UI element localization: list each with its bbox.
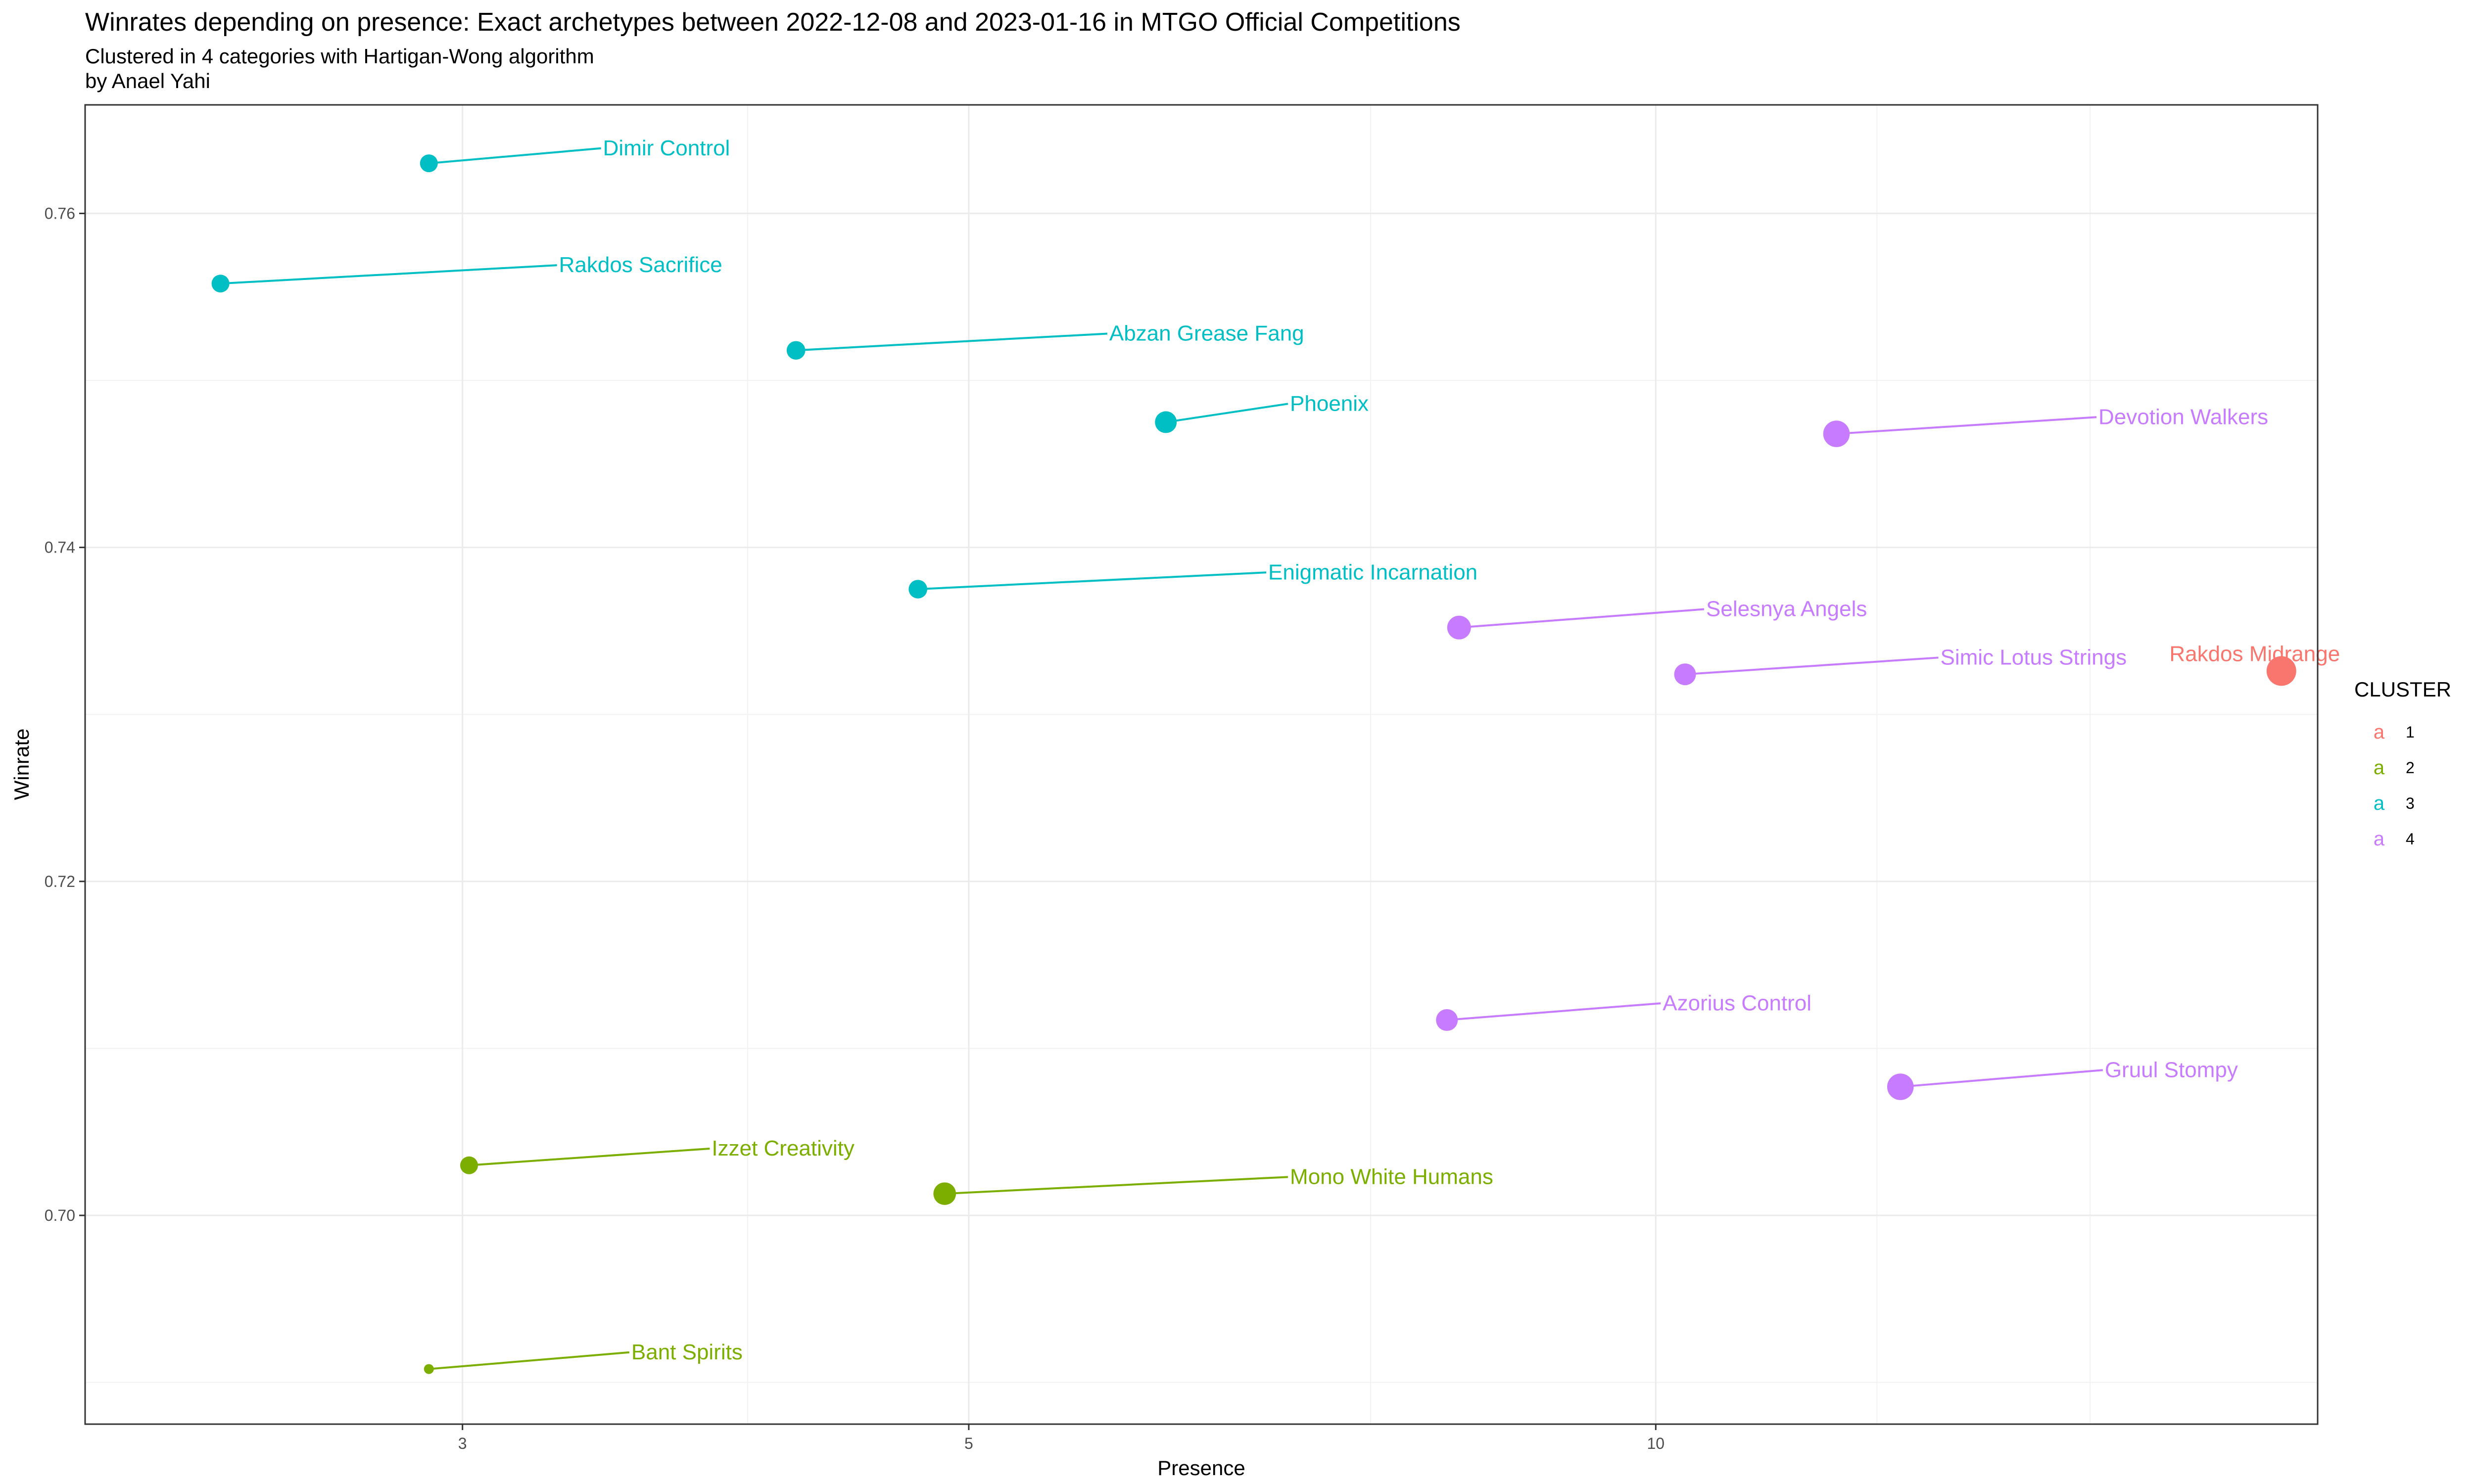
- x-axis: 3 5 10: [458, 1424, 1665, 1452]
- legend-entries: a 1 a 2 a 3 a 4: [2374, 721, 2415, 850]
- x-axis-title: Presence: [1157, 1456, 1245, 1480]
- chart-subtitle: Clustered in 4 categories with Hartigan-…: [85, 45, 594, 68]
- point-labels: Dimir Control Rakdos Sacrifice Abzan Greas…: [559, 136, 2340, 1364]
- point-label: Gruul Stompy: [2105, 1058, 2238, 1082]
- label-connector: [945, 1176, 1288, 1195]
- scatter-point: [424, 1364, 434, 1374]
- label-connector: [220, 264, 557, 285]
- label-connector: [428, 147, 601, 165]
- plot-panel-border: [84, 104, 2319, 1425]
- legend-label: 4: [2406, 830, 2415, 848]
- scatter-point: [786, 341, 806, 360]
- scatter-point: [460, 1156, 478, 1174]
- label-connector: [1836, 416, 2097, 435]
- legend: CLUSTER a 1 a 2 a 3 a 4: [2354, 678, 2451, 850]
- point-label: Azorius Control: [1663, 991, 1811, 1015]
- scatter-point: [1436, 1009, 1458, 1031]
- label-connector: [1459, 608, 1705, 629]
- label-connector: [1165, 403, 1288, 423]
- point-label: Selesnya Angels: [1706, 597, 1867, 621]
- y-tick-label: 0.74: [45, 539, 75, 556]
- legend-key: a: [2374, 828, 2385, 850]
- label-connector: [469, 1147, 710, 1166]
- legend-label: 3: [2406, 794, 2415, 812]
- label-connectors: [220, 147, 2103, 1370]
- scatter-point: [1155, 411, 1177, 433]
- data-points: [211, 154, 2296, 1374]
- y-axis: 0.70 0.72 0.74 0.76: [45, 204, 85, 1224]
- point-label: Enigmatic Incarnation: [1268, 560, 1477, 584]
- point-label: Abzan Grease Fang: [1109, 322, 1304, 346]
- label-connector: [428, 1351, 630, 1370]
- scatter-point: [1887, 1073, 1914, 1100]
- point-label: Rakdos Sacrifice: [559, 253, 722, 277]
- point-label: Rakdos Midrange: [2169, 642, 2340, 666]
- scatter-point: [211, 275, 230, 293]
- point-label: Izzet Creativity: [712, 1136, 855, 1160]
- scatter-point: [1674, 663, 1696, 686]
- x-tick-label: 5: [964, 1435, 973, 1452]
- legend-title: CLUSTER: [2354, 678, 2451, 701]
- label-connector: [1447, 1002, 1661, 1021]
- y-tick-label: 0.76: [45, 204, 75, 222]
- legend-key: a: [2374, 757, 2385, 779]
- label-connector: [1685, 656, 1939, 676]
- label-connector: [918, 571, 1267, 591]
- scatter-point: [1447, 615, 1471, 640]
- point-label: Devotion Walkers: [2098, 405, 2268, 429]
- scatter-point: [2266, 656, 2296, 686]
- legend-label: 2: [2406, 759, 2415, 777]
- point-label: Mono White Humans: [1290, 1164, 1493, 1189]
- legend-label: 1: [2406, 723, 2415, 741]
- y-axis-title: Winrate: [10, 729, 33, 800]
- point-label: Bant Spirits: [631, 1340, 743, 1364]
- scatter-point: [933, 1182, 956, 1205]
- point-label: Phoenix: [1290, 391, 1369, 416]
- point-label: Simic Lotus Strings: [1941, 645, 2127, 669]
- y-tick-label: 0.72: [45, 873, 75, 890]
- legend-key: a: [2374, 792, 2385, 814]
- legend-key: a: [2374, 721, 2385, 743]
- y-tick-label: 0.70: [45, 1206, 75, 1224]
- chart-caption: by Anael Yahi: [85, 69, 210, 93]
- scatter-point: [908, 580, 927, 599]
- point-label: Dimir Control: [603, 136, 730, 160]
- x-tick-label: 3: [458, 1435, 467, 1452]
- x-tick-label: 10: [1647, 1435, 1665, 1452]
- scatter-point: [420, 154, 438, 173]
- label-connector: [1900, 1069, 2103, 1088]
- grid: [85, 105, 2318, 1424]
- label-connector: [796, 332, 1107, 352]
- scatter-point: [1823, 420, 1850, 447]
- chart-title: Winrates depending on presence: Exact ar…: [85, 8, 1461, 37]
